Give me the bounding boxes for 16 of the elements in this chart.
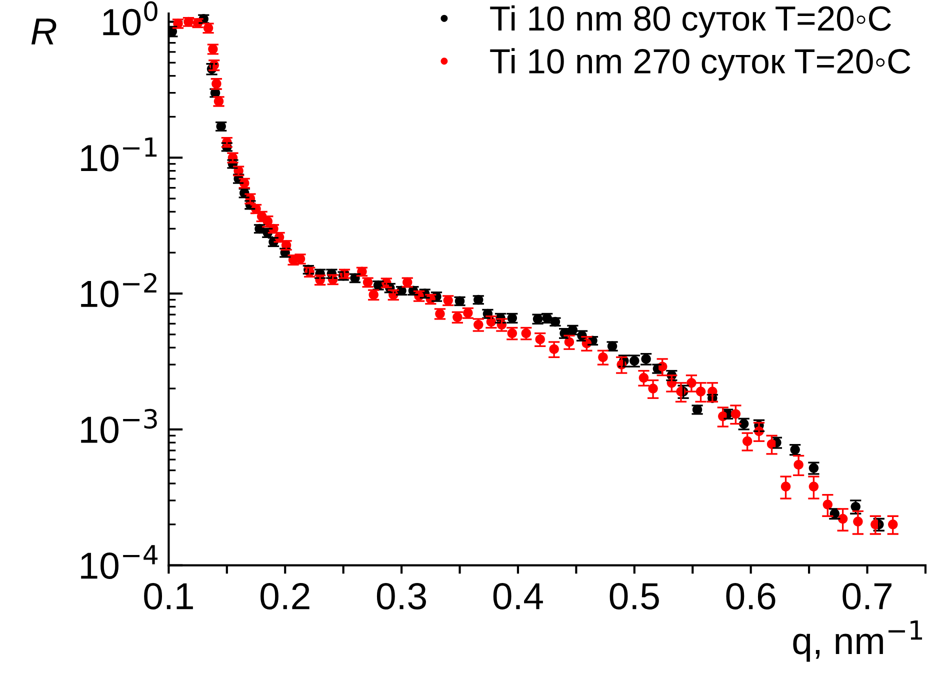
x-tick-label: 0.2	[260, 582, 310, 610]
y-axis-title: R	[31, 18, 56, 44]
legend-label: Ti 10 nm 270 суток T=20◦C	[490, 48, 910, 81]
x-axis-title: q, nm$^{−1}$	[793, 620, 922, 662]
x-tick-label: 0.4	[493, 582, 543, 610]
x-tick-label: 0.7	[842, 582, 892, 610]
legend-label: Ti 10 nm 80 суток T=20◦C	[490, 5, 891, 38]
y-tick-label: 10$^{−4}$	[81, 545, 158, 579]
x-tick-label: 0.6	[726, 582, 776, 610]
x-tick-label: 0.3	[376, 582, 426, 610]
x-tick-label: 0.1	[144, 582, 193, 610]
y-tick-label: 10$^{−2}$	[81, 273, 156, 308]
y-tick-label: 10$^{−3}$	[81, 408, 157, 444]
y-tick-label: 10$^{0}$	[103, 1, 158, 36]
x-tick-label: 0.5	[610, 582, 659, 610]
y-tick-label: 10$^{−1}$	[81, 138, 157, 172]
